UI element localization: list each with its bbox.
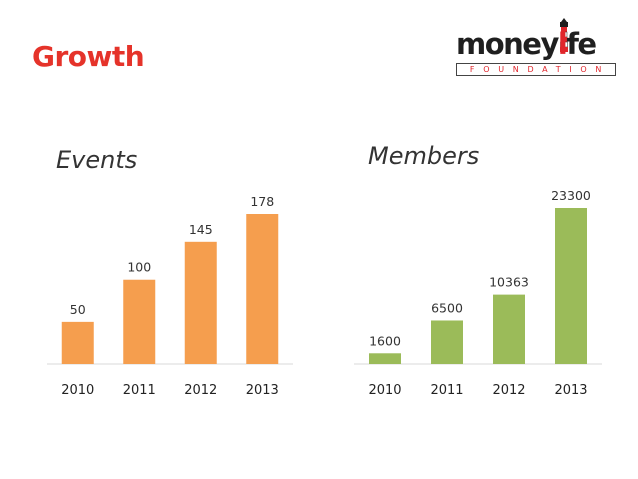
moneylife-foundation-logo: moneylfe FOUNDATION [450, 18, 620, 80]
members-tick-label: 2011 [430, 383, 463, 398]
members-bar [493, 294, 525, 364]
logo-word-part: money [456, 27, 559, 61]
members-chart-title: Members [368, 142, 480, 170]
events-value-label: 145 [189, 222, 213, 237]
events-tick-label: 2013 [246, 383, 279, 398]
logo-word-part: l [557, 27, 568, 61]
events-value-label: 50 [70, 302, 86, 317]
events-tick-label: 2012 [184, 383, 217, 398]
members-value-label: 10363 [489, 275, 529, 290]
members-tick-label: 2012 [492, 383, 525, 398]
members-tick-label: 2010 [368, 383, 401, 398]
members-bar [369, 353, 401, 364]
events-tick-label: 2011 [123, 383, 156, 398]
members-bar [431, 320, 463, 364]
members-tick-label: 2013 [554, 383, 587, 398]
events-bar [246, 214, 279, 364]
events-value-label: 100 [127, 260, 151, 275]
members-value-label: 1600 [369, 333, 401, 348]
events-chart-title: Events [56, 146, 138, 174]
members-bar [555, 208, 587, 364]
events-value-label: 178 [250, 194, 274, 209]
lighthouse-icon [560, 18, 568, 52]
members-value-label: 23300 [551, 188, 591, 203]
slide-title: Growth [32, 40, 145, 73]
events-bar [61, 321, 94, 364]
events-bar [123, 279, 156, 364]
members-value-label: 6500 [431, 300, 463, 315]
logo-wordmark: moneylfe [456, 27, 597, 61]
events-tick-label: 2010 [61, 383, 94, 398]
logo-word-part: fe [566, 27, 597, 61]
logo-tagline: FOUNDATION [456, 63, 616, 76]
events-bar [184, 241, 217, 364]
